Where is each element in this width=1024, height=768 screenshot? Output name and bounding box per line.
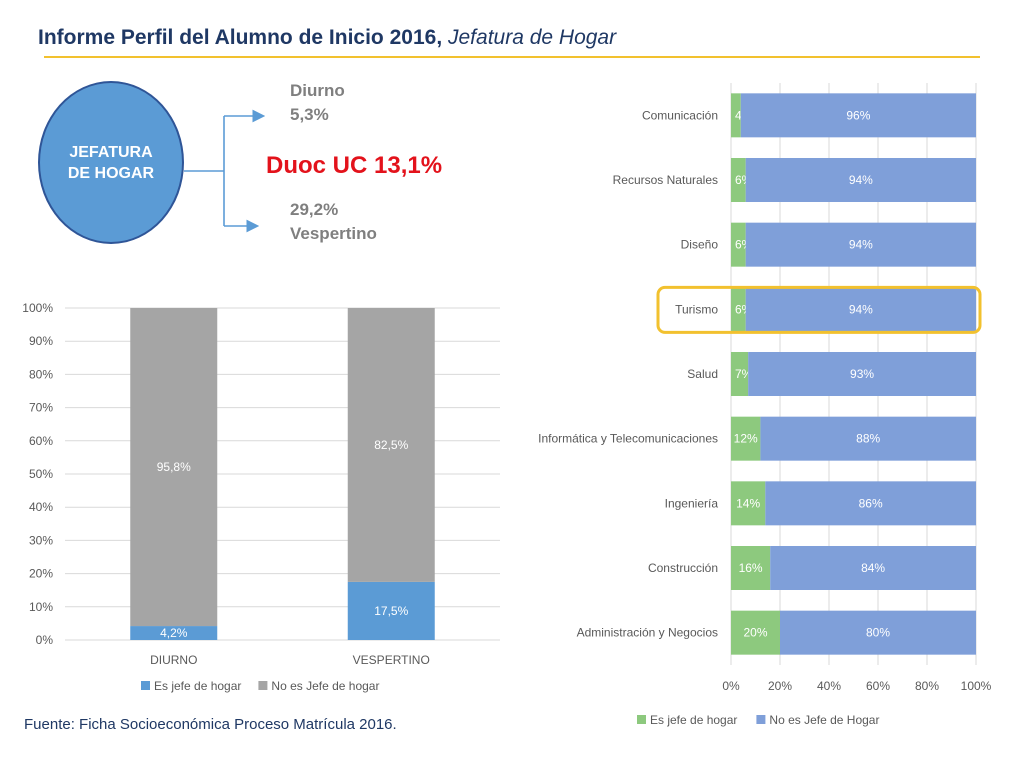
ytick-label: 80% (29, 367, 53, 381)
bar-construccion-no-es-jefe-de-hogar (770, 546, 976, 590)
diurno-name: Diurno (290, 81, 345, 100)
data-label: 20% (743, 626, 767, 640)
category-label: Ingeniería (665, 496, 719, 510)
data-label: 94% (849, 302, 873, 316)
category-label: Turismo (675, 302, 718, 316)
diurno-value: 5,3% (290, 105, 329, 124)
category-label: Diseño (681, 238, 719, 252)
data-label: 82,5% (374, 438, 408, 452)
diurno-label: Diurno 5,3% (290, 79, 345, 127)
category-label: Administración y Negocios (577, 626, 718, 640)
data-label: 88% (856, 432, 880, 446)
vespertino-name: Vespertino (290, 224, 377, 243)
legend-label: Es jefe de hogar (650, 713, 737, 727)
legend-swatch (756, 715, 766, 724)
data-label: 94% (849, 173, 873, 187)
duoc-total: Duoc UC 13,1% (266, 152, 443, 179)
ytick-label: 10% (29, 600, 53, 614)
vespertino-label: 29,2% Vespertino (290, 198, 377, 246)
data-label: 95,8% (157, 460, 191, 474)
bracket-arrows (184, 109, 266, 233)
category-label: Informática y Telecomunicaciones (538, 432, 718, 446)
jornada-stacked-chart: 0% 10% 20% 30% 40% 50% 60% 70% 80% 90% 100% 4,2% 95,… (22, 301, 500, 693)
data-label: 16% (739, 561, 763, 575)
bar-administracion-y-negocios-es-jefe-de-hogar (731, 610, 780, 655)
title-main: Informe Perfil del Alumno de Inicio 2016… (38, 26, 443, 49)
ytick-label: 0% (36, 633, 54, 647)
ytick-label: 50% (29, 467, 53, 481)
category-label: Recursos Naturales (613, 173, 718, 187)
vespertino-value: 29,2% (290, 200, 339, 219)
bar-recursos-naturales-es-jefe-de-hogar (731, 158, 746, 202)
bar-construccion-es-jefe-de-hogar (731, 546, 771, 590)
legend-swatch (141, 681, 150, 690)
escuela-stacked-chart: 0%20%40%60%80%100%4%96%Comunicación6%94%… (538, 83, 992, 727)
bar-salud-no-es-jefe-de-hogar (748, 352, 976, 396)
data-label: 94% (849, 238, 873, 252)
legend-swatch (637, 715, 646, 724)
xtick-label: 80% (915, 679, 939, 693)
bar-turismo-es-jefe-de-hogar (731, 287, 746, 332)
legend-label: No es Jefe de hogar (271, 679, 379, 693)
bar-recursos-naturales-no-es-jefe-de-hogar (745, 158, 976, 202)
bar-comunicacion-es-jefe-de-hogar (731, 93, 741, 138)
legend-swatch (258, 681, 268, 690)
circle-line-2: DE HOGAR (67, 164, 155, 182)
page-title: Informe Perfil del Alumno de Inicio 2016… (38, 26, 616, 50)
ytick-label: 20% (29, 567, 53, 581)
xtick-label: 60% (866, 679, 890, 693)
ytick-label: 60% (29, 434, 53, 448)
source-note: Fuente: Ficha Socioeconómica Proceso Mat… (24, 716, 397, 733)
data-label: 93% (850, 367, 874, 381)
data-label: 80% (866, 626, 890, 640)
bar-comunicacion-no-es-jefe-de-hogar (740, 93, 976, 138)
data-label: 17,5% (374, 604, 408, 618)
bar-diseno-no-es-jefe-de-hogar (745, 222, 976, 267)
data-label: 4,2% (160, 626, 188, 640)
title-underline (44, 56, 980, 58)
xtick-label: 0% (722, 679, 740, 693)
bar-turismo-no-es-jefe-de-hogar (745, 287, 976, 332)
xtick-label: VESPERTINO (353, 653, 430, 667)
bar-diurno-no-es-jefe-de-hogar (130, 308, 218, 627)
legend-label: Es jefe de hogar (154, 679, 241, 693)
category-label: Comunicación (642, 108, 718, 122)
ytick-label: 100% (22, 301, 53, 315)
bar-administracion-y-negocios-no-es-jefe-de-hogar (780, 610, 976, 655)
data-label: 84% (861, 561, 885, 575)
xtick-label: DIURNO (150, 653, 197, 667)
bar-vespertino-no-es-jefe-de-hogar (347, 308, 435, 582)
category-label: Construcción (648, 561, 718, 575)
xtick-label: 40% (817, 679, 841, 693)
legend-label: No es Jefe de Hogar (769, 713, 879, 727)
bar-ingenieria-es-jefe-de-hogar (731, 481, 766, 526)
bar-diseno-es-jefe-de-hogar (731, 222, 746, 267)
data-label: 86% (859, 496, 883, 510)
bar-vespertino-es-jefe-de-hogar (347, 581, 435, 640)
data-label: 12% (734, 432, 758, 446)
bar-informatica-y-telecomunicaciones-es-jefe-de-hogar (731, 416, 761, 461)
bar-informatica-y-telecomunicaciones-no-es-jefe-de-hogar (760, 416, 976, 461)
jefatura-circle: JEFATURA DE HOGAR (38, 81, 184, 244)
bar-ingenieria-no-es-jefe-de-hogar (765, 481, 976, 526)
xtick-label: 100% (961, 679, 992, 693)
circle-line-1: JEFATURA (69, 143, 153, 161)
ytick-label: 70% (29, 401, 53, 415)
title-italic: Jefatura de Hogar (448, 26, 617, 49)
ytick-label: 90% (29, 334, 53, 348)
bar-salud-es-jefe-de-hogar (731, 352, 749, 396)
ytick-label: 40% (29, 500, 53, 514)
category-label: Salud (687, 367, 718, 381)
ytick-label: 30% (29, 533, 53, 547)
highlight-box (656, 285, 982, 334)
xtick-label: 20% (768, 679, 792, 693)
data-label: 14% (736, 496, 760, 510)
bar-diurno-es-jefe-de-hogar (130, 626, 218, 640)
data-label: 96% (846, 108, 870, 122)
